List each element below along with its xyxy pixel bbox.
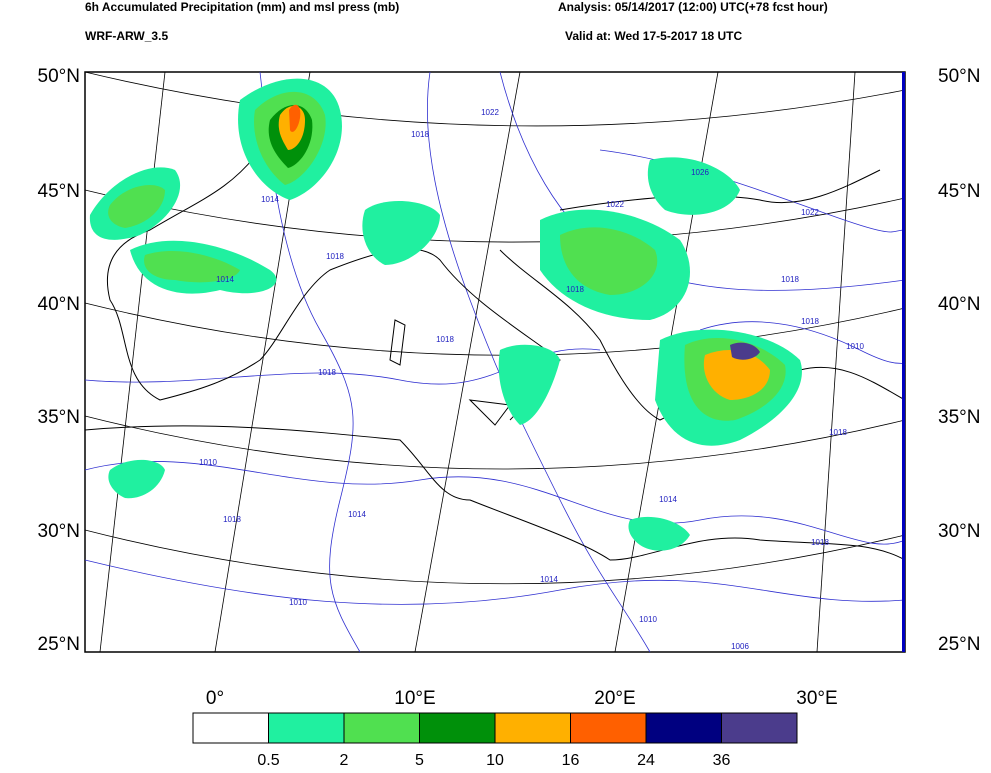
isobar-label: 1026 xyxy=(691,168,709,177)
isobar-label: 1022 xyxy=(801,208,819,217)
lon-label: 10°E xyxy=(394,688,435,709)
lat-label: 50°N xyxy=(38,66,80,87)
lon-label: 0° xyxy=(206,688,224,709)
isobar-label: 1006 xyxy=(731,642,749,651)
isobar-label: 1022 xyxy=(481,108,499,117)
lon-label: 30°E xyxy=(796,688,837,709)
isobar-label: 1018 xyxy=(326,252,344,261)
coastline xyxy=(559,169,881,211)
coastline xyxy=(499,249,906,421)
colorbar-box xyxy=(645,712,722,744)
lat-label: 25°N xyxy=(38,634,80,655)
parallel xyxy=(84,302,906,356)
map-area: 1018 1022 1014 1018 1014 1018 1018 1018 1010 1018… xyxy=(84,71,906,653)
precip-area xyxy=(498,344,560,425)
meridian xyxy=(414,71,521,653)
axis-labels: 50°N 50°N 45°N 45°N 40°N 40°N 35°N 35°N 30°N 30°N… xyxy=(38,66,981,709)
colorbar-label: 0.5 xyxy=(257,752,279,768)
lat-label: 50°N xyxy=(938,66,980,87)
isobar xyxy=(84,559,906,605)
parallel xyxy=(84,71,906,127)
isobar-label: 1010 xyxy=(846,342,864,351)
colorbar: 0.5 2 5 10 16 24 36 xyxy=(192,712,798,769)
colorbar-box xyxy=(494,712,571,744)
precip-area xyxy=(108,185,165,228)
isobar-label: 1018 xyxy=(411,130,429,139)
lat-label: 45°N xyxy=(38,181,80,202)
isobar-label: 1018 xyxy=(801,317,819,326)
isobar-label: 1014 xyxy=(540,575,558,584)
colorbar-box xyxy=(192,712,269,744)
colorbar-box xyxy=(419,712,496,744)
parallel xyxy=(84,529,906,585)
isobar xyxy=(699,321,906,366)
isobar-label: 1014 xyxy=(348,510,366,519)
island xyxy=(389,319,406,366)
colorbar-box xyxy=(268,712,345,744)
precip-area xyxy=(647,157,740,215)
coastlines xyxy=(84,149,906,561)
isobar xyxy=(84,461,906,545)
lat-label: 25°N xyxy=(938,634,980,655)
colorbar-box xyxy=(343,712,420,744)
parallel xyxy=(84,189,906,243)
isobar-label: 1014 xyxy=(216,275,234,284)
precip-area xyxy=(703,350,770,400)
domain-edge xyxy=(902,72,905,652)
isobar-label: 1018 xyxy=(811,538,829,547)
colorbar-label: 24 xyxy=(637,752,655,768)
lon-label: 20°E xyxy=(594,688,635,709)
colorbar-box xyxy=(570,712,647,744)
colorbar-label: 36 xyxy=(713,752,731,768)
valid-time: Valid at: Wed 17-5-2017 18 UTC xyxy=(565,29,743,43)
lat-label: 35°N xyxy=(938,407,980,428)
isobar-label: 1010 xyxy=(639,615,657,624)
isobar-label: 1018 xyxy=(781,275,799,284)
colorbar-label: 10 xyxy=(486,752,504,768)
isobar-labels: 1018 1022 1014 1018 1014 1018 1018 1018 1010 1018… xyxy=(199,108,864,651)
lat-label: 30°N xyxy=(38,521,80,542)
colorbar-label: 16 xyxy=(562,752,580,768)
precip-area xyxy=(362,200,440,265)
title: 6h Accumulated Precipitation (mm) and ms… xyxy=(85,0,399,14)
isobar-label: 1018 xyxy=(318,368,336,377)
lat-label: 30°N xyxy=(938,521,980,542)
island xyxy=(468,399,511,426)
isobar-label: 1018 xyxy=(566,285,584,294)
parallel xyxy=(84,415,906,470)
isobar-label: 1018 xyxy=(829,428,847,437)
precip-area xyxy=(628,516,690,551)
precip-area xyxy=(108,459,165,499)
analysis-time: Analysis: 05/14/2017 (12:00) UTC(+78 fcs… xyxy=(558,0,828,14)
meridian xyxy=(816,71,856,653)
lat-label: 35°N xyxy=(38,407,80,428)
precip-area xyxy=(144,250,240,283)
colorbar-box xyxy=(721,712,798,744)
precip-area xyxy=(289,104,301,132)
coastline xyxy=(84,425,906,561)
isobar-label: 1022 xyxy=(606,200,624,209)
isobar-label: 1010 xyxy=(199,458,217,467)
precip-area xyxy=(560,227,658,295)
precip-area xyxy=(730,342,760,360)
isobar-label: 1018 xyxy=(436,335,454,344)
colorbar-label: 5 xyxy=(415,752,424,768)
lat-label: 40°N xyxy=(38,294,80,315)
isobars xyxy=(84,71,906,653)
coastline xyxy=(106,149,561,421)
isobar-label: 1014 xyxy=(659,495,677,504)
lat-label: 40°N xyxy=(938,294,980,315)
model-name: WRF-ARW_3.5 xyxy=(85,29,168,43)
lat-label: 45°N xyxy=(938,181,980,202)
colorbar-label: 2 xyxy=(340,752,349,768)
precipitation xyxy=(89,78,802,551)
isobar-label: 1018 xyxy=(223,515,241,524)
isobar-label: 1014 xyxy=(261,195,279,204)
isobar-label: 1010 xyxy=(289,598,307,607)
